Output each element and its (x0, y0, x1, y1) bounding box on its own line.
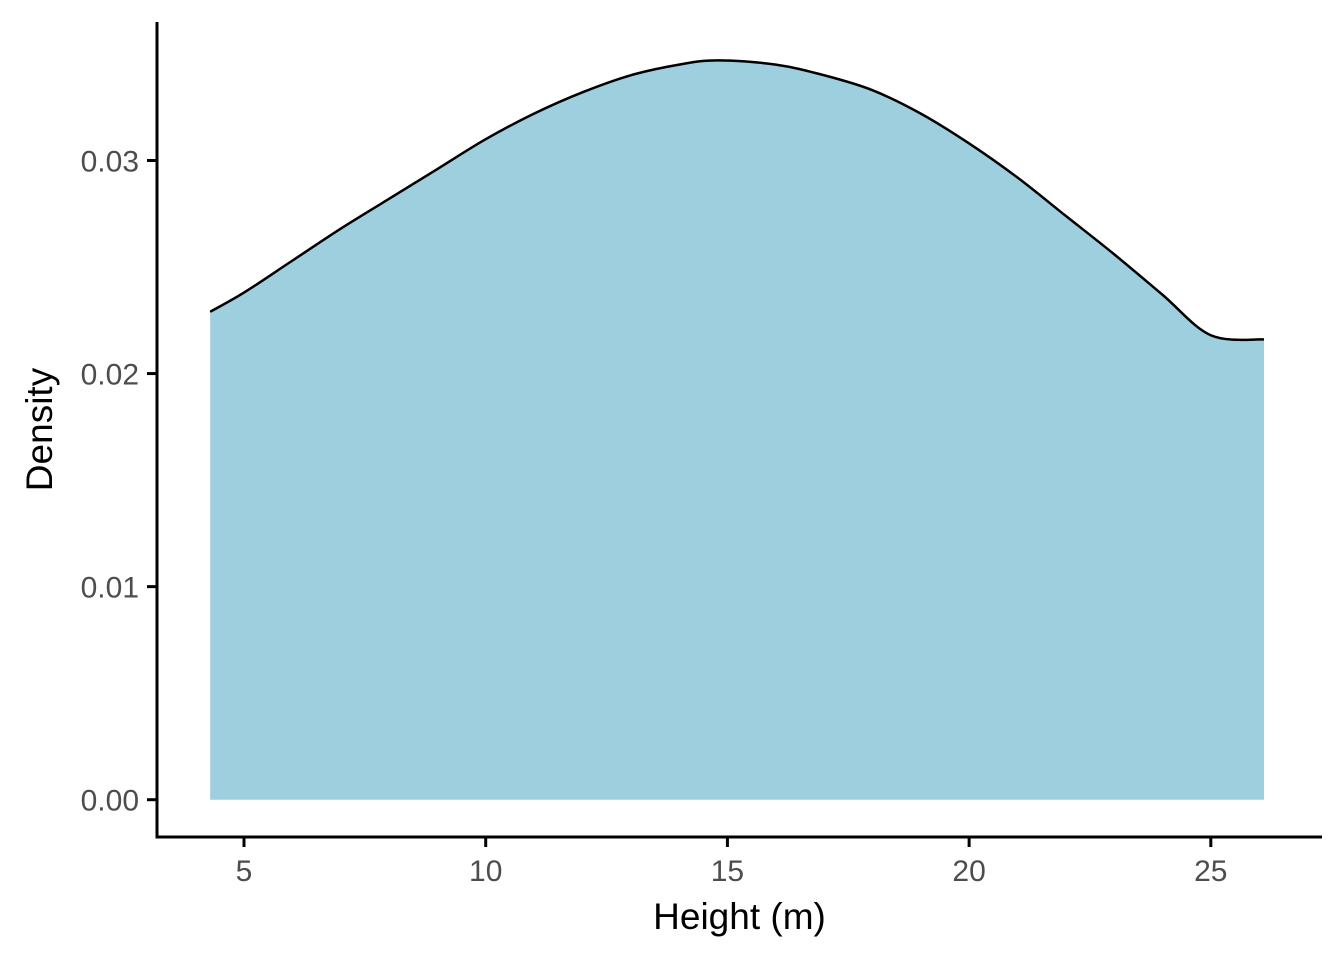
x-tick-label: 25 (1194, 855, 1227, 888)
y-tick-label: 0.01 (81, 572, 139, 605)
y-tick-label: 0.00 (81, 785, 139, 818)
y-tick-label: 0.02 (81, 359, 139, 392)
x-axis-ticks: 5 10 15 20 25 (236, 837, 1228, 888)
x-tick-label: 20 (952, 855, 985, 888)
x-axis-title: Height (m) (653, 896, 826, 937)
x-tick-label: 15 (711, 855, 744, 888)
density-fill-area (210, 60, 1264, 800)
x-tick-label: 5 (236, 855, 253, 888)
x-tick-label: 10 (469, 855, 502, 888)
y-axis-ticks: 0.00 0.01 0.02 0.03 (81, 145, 157, 818)
plot-area (209, 59, 1265, 800)
density-curve-line (209, 59, 1265, 342)
y-axis-title: Density (19, 367, 60, 491)
y-tick-label: 0.03 (81, 145, 139, 178)
